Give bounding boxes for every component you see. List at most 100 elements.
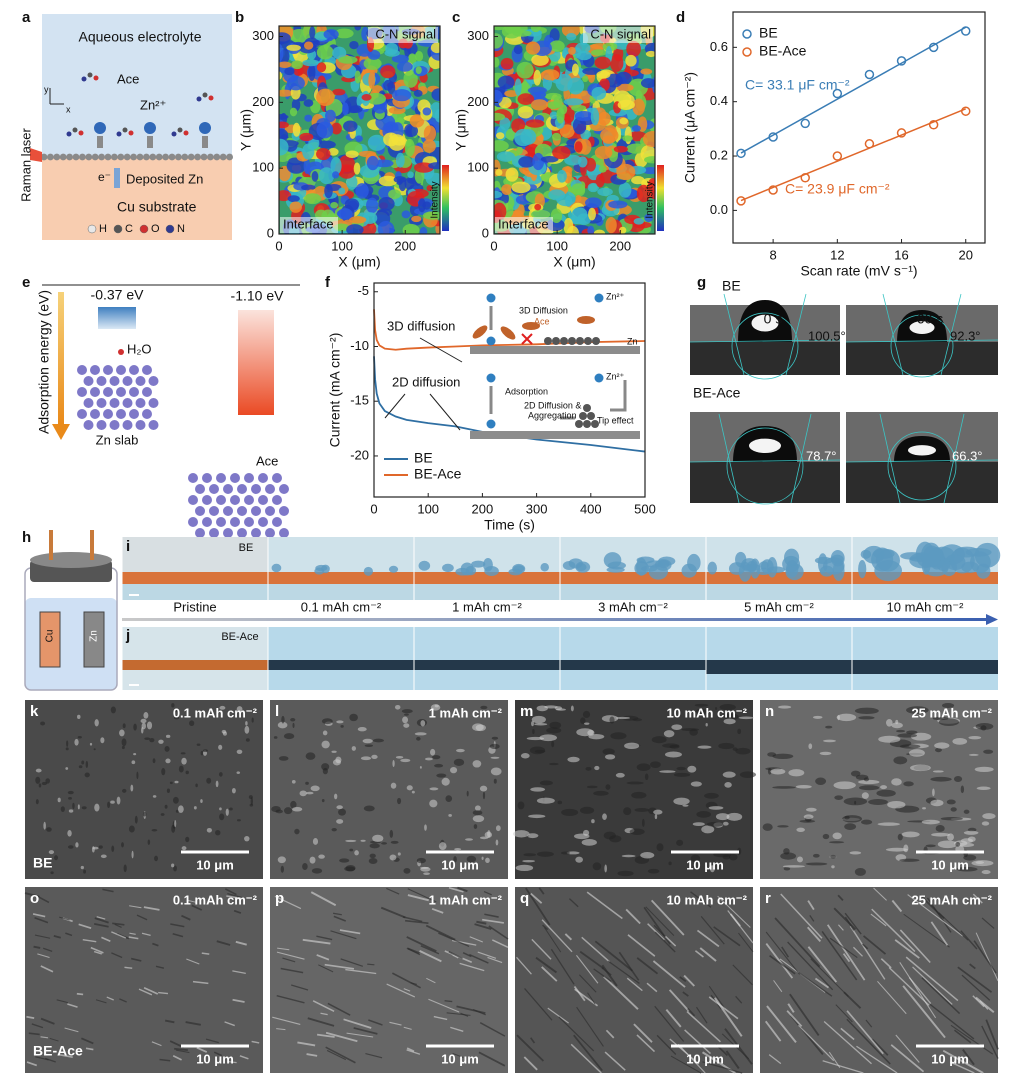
sem-texture [949,1061,975,1074]
sem-texture [345,968,377,975]
x-tick-label: 200 [472,501,494,516]
map-blob [494,140,509,152]
sem-texture [397,797,402,805]
sem-texture [68,796,72,800]
sem-texture [119,998,127,1003]
map-blob [649,191,655,200]
sem-texture [591,819,595,824]
sem-texture [403,723,410,728]
map-blob [645,50,655,58]
deposit [442,563,454,573]
zn-atom [195,484,205,494]
strip-i-bottom [560,584,706,600]
map-blob [366,92,387,105]
map-blob [497,75,515,90]
sem-texture [48,850,55,855]
sem-texture [695,708,707,715]
map-blob [605,217,617,234]
sem-texture [940,816,963,821]
inset-label: Adsorption [505,386,548,396]
capacity-label: 0.1 mAh cm⁻² [173,705,258,720]
laser-beam [30,148,42,162]
map-blob [514,128,533,147]
sem-texture [369,853,376,859]
map-blob [343,120,358,132]
sem-texture [938,912,969,941]
sem-texture [229,807,233,811]
sem-texture [133,753,137,756]
sem-texture [369,843,380,849]
label: H₂O [127,341,152,356]
fit-line [740,26,967,154]
zn-atom [244,473,254,483]
map-blob [349,216,367,224]
sem-texture [891,899,903,913]
sem-texture [32,913,46,918]
sem-texture [274,895,302,910]
sem-texture [819,751,832,756]
panel-letter: d [676,9,685,26]
sem-texture [171,863,175,868]
map-blob [647,178,655,193]
sem-texture [932,770,944,773]
sem-texture [523,853,536,857]
sem-texture [82,939,97,943]
y-axis-title: Y (μm) [453,109,469,151]
map-blob [388,134,406,151]
sem-texture [173,865,177,872]
sem-texture [49,864,52,869]
map-blob [316,88,335,107]
map-blob [527,86,547,95]
sem-texture [766,1005,797,1043]
capacity-label: 1 mAh cm⁻² [429,705,503,720]
sem-texture [54,855,59,861]
sem-texture [45,778,51,784]
zn-deposit [53,153,61,161]
deposit [858,560,867,579]
sem-texture [769,955,796,975]
inset-zn [575,420,583,428]
sem-texture [950,1024,994,1055]
signal-label: C-N signal [590,26,651,41]
zn-atom [279,506,289,516]
map-blob [577,156,588,168]
sem-texture [981,870,991,875]
sem-texture [528,814,546,819]
zn-atom [258,517,268,527]
map-blob [404,138,415,157]
map-blob [332,46,347,60]
y-tick-label: 0.6 [710,39,728,54]
sem-texture [149,738,155,743]
sem-texture [777,825,789,828]
sem-texture [950,807,957,812]
sem-texture [305,752,316,760]
sem-texture [579,806,595,814]
sem-texture [981,821,990,826]
sem-texture [397,852,401,856]
interface-label: Interface [283,216,334,231]
panel-letter: n [765,703,774,720]
sem-texture [35,768,42,773]
sem-texture [676,839,684,846]
sem-texture [644,773,649,781]
data-point [896,128,907,138]
sem-texture [895,719,899,725]
sem-texture [842,953,851,963]
sem-texture [456,748,465,753]
inset-label: Tip effect [597,415,634,425]
zn-deposit [91,153,99,161]
sem-texture [390,840,399,844]
label: Cu substrate [117,199,197,215]
y-tick-label: 0 [482,225,489,240]
sem-texture [448,886,464,893]
sem-texture [389,1021,402,1026]
sem-texture [340,725,344,728]
stage-label: 3 mAh cm⁻² [598,599,668,614]
inset-ion [486,373,496,383]
scale-label: 10 μm [441,1051,479,1066]
sem-texture [368,1019,383,1026]
label: Deposited Zn [126,171,203,186]
inset-ace [522,322,540,330]
sem-texture [668,989,690,1012]
sem-texture [858,716,875,720]
